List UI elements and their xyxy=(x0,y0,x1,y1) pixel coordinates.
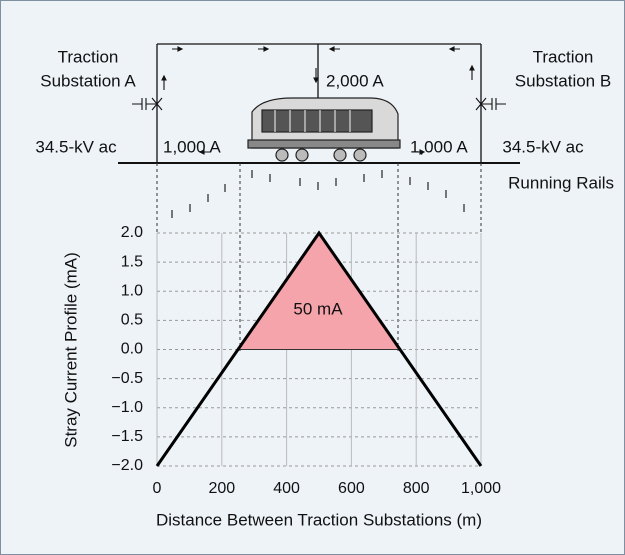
rails-label: Running Rails xyxy=(508,173,614,192)
current-label: 1,000 A xyxy=(163,137,221,156)
voltage-label: 34.5-kV ac xyxy=(502,137,584,156)
y-tick-label: −0.5 xyxy=(111,370,143,387)
substation-a-label: Substation A xyxy=(40,71,136,90)
substation-a-label: Traction xyxy=(58,47,119,66)
y-tick-label: −1.0 xyxy=(111,399,143,416)
x-tick-label: 200 xyxy=(208,480,235,497)
y-tick-label: 1.5 xyxy=(121,253,143,270)
annotation: 50 mA xyxy=(293,299,343,318)
x-axis-label: Distance Between Traction Substations (m… xyxy=(156,510,482,529)
y-axis-label: Stray Current Profile (mA) xyxy=(61,252,80,448)
y-tick-label: −2.0 xyxy=(111,457,143,474)
current-label: 2,000 A xyxy=(326,71,384,90)
page: Traction Substation A Traction Substatio… xyxy=(0,0,625,555)
voltage-label: 34.5-kV ac xyxy=(35,137,117,156)
x-tick-label: 600 xyxy=(338,480,365,497)
y-tick-label: 0.5 xyxy=(121,312,143,329)
x-tick-label: 400 xyxy=(273,480,300,497)
current-label: 1,000 A xyxy=(410,137,468,156)
y-tick-label: 2.0 xyxy=(121,224,143,241)
x-tick-label: 1,000 xyxy=(461,480,501,497)
figure: Traction Substation A Traction Substatio… xyxy=(0,0,625,555)
y-tick-label: −1.5 xyxy=(111,428,143,445)
y-tick-label: 1.0 xyxy=(121,282,143,299)
y-tick-label: 0.0 xyxy=(121,341,143,358)
substation-b-label: Traction xyxy=(533,47,594,66)
x-tick-label: 0 xyxy=(153,480,162,497)
x-tick-label: 800 xyxy=(403,480,430,497)
substation-b-label: Substation B xyxy=(515,71,611,90)
